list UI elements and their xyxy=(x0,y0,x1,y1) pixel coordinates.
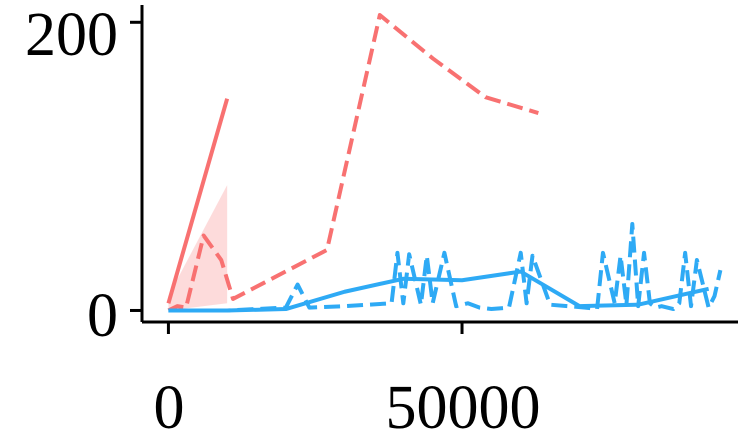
series-0-line xyxy=(166,98,230,304)
series-0-confidence-band xyxy=(168,185,228,311)
plot-area xyxy=(166,13,723,313)
y-tick-label-200: 200 xyxy=(25,1,118,69)
series-3-line xyxy=(168,222,723,313)
series-1-line xyxy=(167,13,539,313)
series-2-line xyxy=(168,269,710,313)
x-tick-label-0: 0 xyxy=(154,374,185,439)
y-tick-label-0: 0 xyxy=(87,282,118,350)
tick-marks xyxy=(130,20,464,334)
x-tick-label-50000: 50000 xyxy=(386,374,541,439)
